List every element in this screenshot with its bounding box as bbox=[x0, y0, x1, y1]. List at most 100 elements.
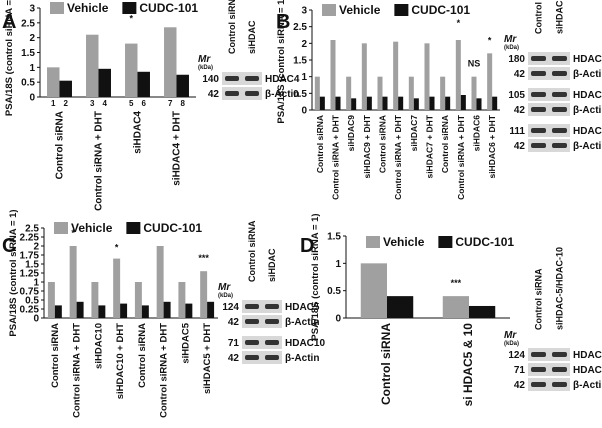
blot-band-bg bbox=[528, 103, 570, 116]
bar-number: 7 bbox=[168, 99, 173, 108]
y-tick-label: 1.5 bbox=[327, 232, 341, 243]
blot-band bbox=[265, 304, 279, 309]
y-tick-label: 2 bbox=[301, 39, 307, 50]
bar bbox=[156, 246, 164, 318]
annotation: * bbox=[115, 243, 119, 253]
legend-label: Vehicle bbox=[383, 235, 425, 249]
mr-unit: (kDa) bbox=[504, 45, 519, 51]
x-tick-label: si HDAC5 & 10 bbox=[461, 323, 475, 407]
blot-marker: 42 bbox=[514, 141, 526, 152]
lane-label: siHDAC bbox=[267, 248, 277, 282]
bar bbox=[460, 95, 466, 110]
y-tick-label: 0 bbox=[301, 106, 307, 117]
bar bbox=[424, 43, 430, 111]
blot-band-bg bbox=[528, 124, 570, 137]
y-tick-label: 2.5 bbox=[25, 224, 39, 235]
legend-swatch bbox=[394, 4, 409, 16]
bar bbox=[125, 43, 138, 97]
mr-label: Mr bbox=[504, 330, 517, 341]
blot-band bbox=[552, 382, 567, 387]
blot-band-bg bbox=[242, 351, 282, 364]
bar bbox=[361, 43, 367, 111]
blot-band bbox=[531, 367, 546, 372]
lane-label: siHDAC bbox=[555, 0, 565, 34]
blot-band bbox=[265, 340, 279, 345]
blot-marker: 42 bbox=[514, 380, 526, 391]
bar bbox=[346, 76, 352, 110]
blot-band bbox=[552, 92, 567, 97]
x-tick-label: Control siRNA bbox=[440, 115, 450, 173]
panel-letter: D bbox=[300, 235, 314, 257]
annotation: * bbox=[71, 228, 75, 238]
blot-band bbox=[531, 143, 546, 148]
x-tick-label: Control siRNA bbox=[55, 111, 66, 179]
legend-swatch bbox=[322, 4, 336, 16]
legend-label: Vehicle bbox=[339, 3, 381, 17]
blot-band-bg bbox=[242, 300, 282, 313]
bar bbox=[445, 96, 451, 110]
lane-label: siHDAC-5/HDAC-10 bbox=[555, 247, 565, 330]
bar bbox=[137, 71, 150, 97]
mr-label: Mr bbox=[198, 54, 211, 65]
blot-label: HDAC4 bbox=[265, 74, 300, 85]
x-tick-label: Control siRNA + DHT bbox=[159, 323, 170, 418]
bar bbox=[455, 40, 461, 110]
blot-marker: 42 bbox=[208, 89, 220, 100]
blot-band bbox=[245, 76, 259, 81]
blot-band bbox=[531, 352, 546, 357]
bar bbox=[335, 96, 341, 110]
bar bbox=[471, 76, 477, 110]
legend-label: Vehicle bbox=[71, 221, 113, 235]
blot-band bbox=[531, 71, 546, 76]
legend-label: CUDC-101 bbox=[411, 3, 470, 17]
x-tick-label: siHDAC7 bbox=[409, 115, 419, 152]
blot-band-bg bbox=[222, 87, 262, 100]
y-axis-label: PSA/18S (control siRNA = 1) bbox=[4, 0, 15, 116]
mr-unit: (kDa) bbox=[218, 293, 233, 299]
bar bbox=[98, 68, 111, 97]
panel-letter: A bbox=[2, 11, 16, 33]
blot-band bbox=[552, 352, 567, 357]
bar bbox=[54, 305, 62, 318]
x-tick-label: siHDAC4 + DHT bbox=[172, 111, 183, 186]
x-tick-label: siHDAC10 bbox=[93, 323, 104, 369]
y-tick-label: 1 bbox=[301, 72, 307, 83]
lane-label: Control siRNA bbox=[247, 220, 257, 282]
y-tick-label: 2.5 bbox=[293, 22, 307, 33]
blot-label: β-Actin bbox=[285, 317, 319, 328]
blot-label: β-Actin bbox=[573, 69, 602, 80]
bar bbox=[314, 76, 320, 110]
bar bbox=[113, 258, 121, 318]
bar bbox=[387, 296, 414, 318]
blot-band-bg bbox=[528, 67, 570, 80]
blot-band bbox=[531, 128, 546, 133]
y-axis-label: PSA/18S (control siRNA = 1) bbox=[8, 209, 19, 336]
x-tick-label: Control siRNA bbox=[379, 323, 393, 405]
blot-band bbox=[531, 56, 546, 61]
blot-band-bg bbox=[528, 348, 570, 361]
x-tick-label: siHDAC9 + DHT bbox=[362, 114, 372, 178]
blot-band-bg bbox=[242, 315, 282, 328]
blot-marker: 71 bbox=[514, 365, 526, 376]
annotation: NS bbox=[468, 59, 481, 69]
y-tick-label: 0.5 bbox=[293, 89, 307, 100]
bar bbox=[47, 67, 60, 97]
blot-marker: 180 bbox=[508, 54, 525, 65]
blot-label: HDAC10 bbox=[285, 338, 325, 349]
bar bbox=[178, 282, 186, 318]
blot-marker: 111 bbox=[509, 126, 525, 137]
y-tick-label: 0 bbox=[33, 314, 39, 325]
blot-band-bg bbox=[528, 52, 570, 65]
bar bbox=[476, 98, 482, 110]
y-tick-label: 1 bbox=[335, 259, 341, 270]
bar bbox=[469, 305, 496, 318]
lane-label: Control siRNA bbox=[534, 268, 544, 330]
panel-letter: B bbox=[276, 11, 290, 33]
bar bbox=[185, 303, 193, 318]
bar-number: 1 bbox=[51, 99, 56, 108]
blot-band-bg bbox=[242, 336, 282, 349]
legend-label: CUDC-101 bbox=[143, 221, 202, 235]
annotation: * bbox=[208, 0, 212, 2]
bar bbox=[163, 301, 171, 318]
x-tick-label: siHDAC9 bbox=[346, 115, 356, 152]
